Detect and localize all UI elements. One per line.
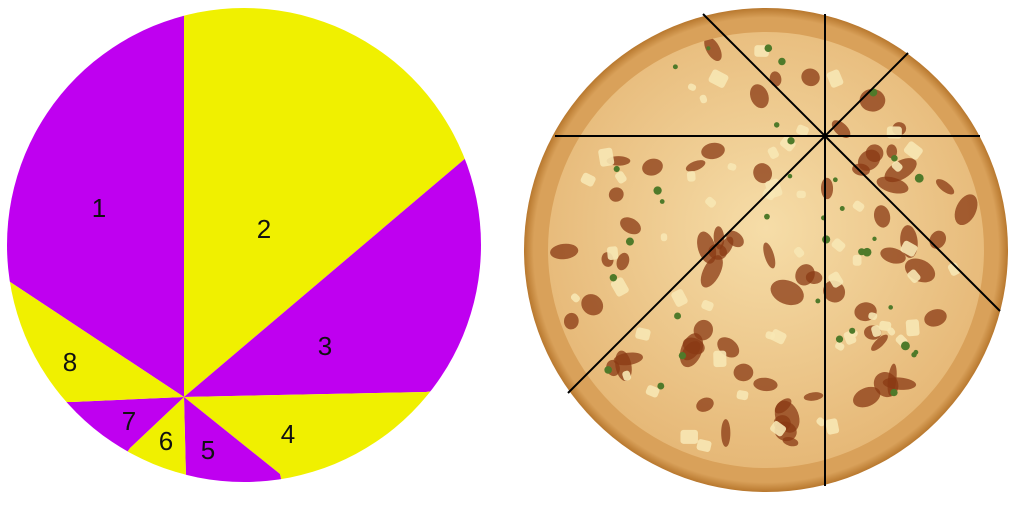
pepper-bit <box>840 206 845 211</box>
slice-label: 3 <box>318 331 332 361</box>
pepper-bit <box>872 237 876 241</box>
pepper-bit <box>788 174 793 179</box>
pepper-bit <box>765 44 773 52</box>
pepper-bit <box>815 299 820 304</box>
pepper-bit <box>610 274 617 281</box>
pizza-photo <box>524 8 1008 492</box>
pineapple-chunk <box>796 191 805 199</box>
pepper-bit <box>673 64 678 69</box>
slice-label: 8 <box>63 347 77 377</box>
pepper-bit <box>706 46 710 50</box>
pineapple-chunk <box>906 319 920 336</box>
pepper-bit <box>849 328 855 334</box>
pepper-bit <box>911 352 916 357</box>
slice-label: 4 <box>281 419 295 449</box>
pie-diagram: 1 2 3 4 5 6 7 8 <box>0 0 520 509</box>
pineapple-chunk <box>687 171 696 182</box>
pineapple-chunk <box>598 147 615 167</box>
pepper-bit <box>614 166 620 172</box>
pepper-bit <box>787 137 794 144</box>
pepper-bit <box>679 352 686 359</box>
pineapple-chunk <box>661 233 668 241</box>
pepper-bit <box>626 238 634 246</box>
pepper-bit <box>915 174 924 183</box>
pepper-bit <box>764 214 770 220</box>
pineapple-chunk <box>607 246 619 260</box>
slice-label: 1 <box>92 193 106 223</box>
pepper-bit <box>774 122 779 127</box>
pepper-bit <box>836 336 843 343</box>
pepper-bit <box>891 155 898 162</box>
pineapple-chunk <box>713 351 726 368</box>
pineapple-chunk <box>853 255 862 266</box>
pepper-bit <box>890 389 897 396</box>
slice-label: 6 <box>159 426 173 456</box>
pepper-bit <box>660 199 665 204</box>
slice-label: 5 <box>201 435 215 465</box>
pepper-bit <box>674 312 681 319</box>
slice-label: 2 <box>257 214 271 244</box>
pepper-bit <box>778 58 785 65</box>
pineapple-chunk <box>680 430 698 444</box>
pepper-bit <box>833 177 838 182</box>
pepper-bit <box>822 235 830 243</box>
pepper-bit <box>653 186 661 194</box>
pepper-bit <box>863 248 872 257</box>
pepper-bit <box>901 341 910 350</box>
slice-label: 7 <box>122 406 136 436</box>
pepper-bit <box>604 366 612 374</box>
pepper-bit <box>888 305 893 310</box>
pepper-bit <box>657 383 664 390</box>
